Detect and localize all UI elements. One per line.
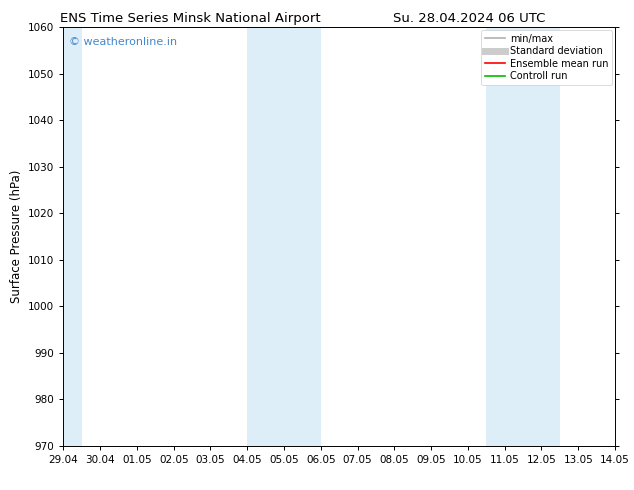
Y-axis label: Surface Pressure (hPa): Surface Pressure (hPa) [10,170,23,303]
Text: Su. 28.04.2024 06 UTC: Su. 28.04.2024 06 UTC [393,12,545,25]
Bar [247,27,321,446]
Bar [486,27,560,446]
Bar [60,27,82,446]
Legend: min/max, Standard deviation, Ensemble mean run, Controll run: min/max, Standard deviation, Ensemble me… [481,30,612,85]
Text: ENS Time Series Minsk National Airport: ENS Time Series Minsk National Airport [60,12,321,25]
Text: © weatheronline.in: © weatheronline.in [69,37,177,48]
